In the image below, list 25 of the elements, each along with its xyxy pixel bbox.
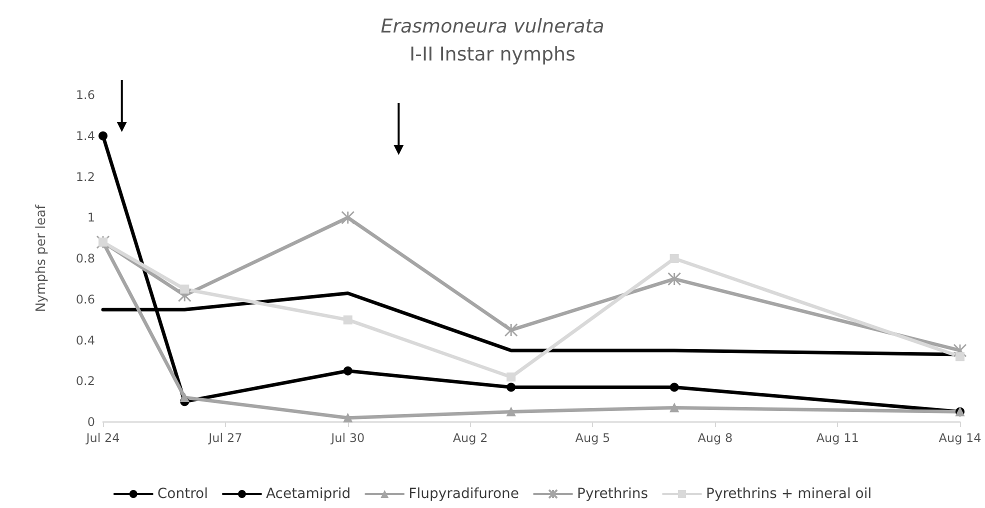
y-tick-label: 1 bbox=[87, 210, 95, 225]
y-tick-label: 0.2 bbox=[76, 374, 95, 388]
y-axis-title: Nymphs per leaf bbox=[34, 204, 49, 312]
legend-label: Acetamiprid bbox=[266, 486, 351, 502]
y-tick-label: 0.6 bbox=[76, 292, 95, 306]
x-tick-label: Jul 27 bbox=[208, 431, 242, 445]
x-tick-label: Aug 11 bbox=[816, 431, 859, 445]
x-tick-label: Jul 30 bbox=[330, 431, 365, 445]
legend-label: Pyrethrins bbox=[577, 486, 648, 502]
legend-label: Flupyradifurone bbox=[408, 486, 520, 502]
y-tick-label: 0.8 bbox=[76, 252, 95, 266]
x-tick-label: Aug 14 bbox=[938, 431, 982, 445]
y-tick-label: 0.4 bbox=[76, 333, 95, 348]
y-tick-label: 1.4 bbox=[76, 128, 95, 143]
y-tick-label: 0 bbox=[87, 415, 95, 429]
legend-label: Pyrethrins + mineral oil bbox=[706, 486, 872, 502]
x-tick-label: Aug 5 bbox=[575, 431, 610, 445]
y-tick-label: 1.2 bbox=[76, 170, 95, 184]
y-tick-label: 1.6 bbox=[76, 88, 95, 102]
x-tick-label: Jul 24 bbox=[85, 431, 120, 445]
legend-label: Control bbox=[157, 486, 208, 502]
x-tick-label: Aug 2 bbox=[452, 431, 488, 445]
chart-title: Erasmoneura vulnerata bbox=[380, 16, 604, 38]
chart-subtitle: I-II Instar nymphs bbox=[410, 44, 576, 66]
x-tick-label: Aug 8 bbox=[698, 431, 733, 445]
